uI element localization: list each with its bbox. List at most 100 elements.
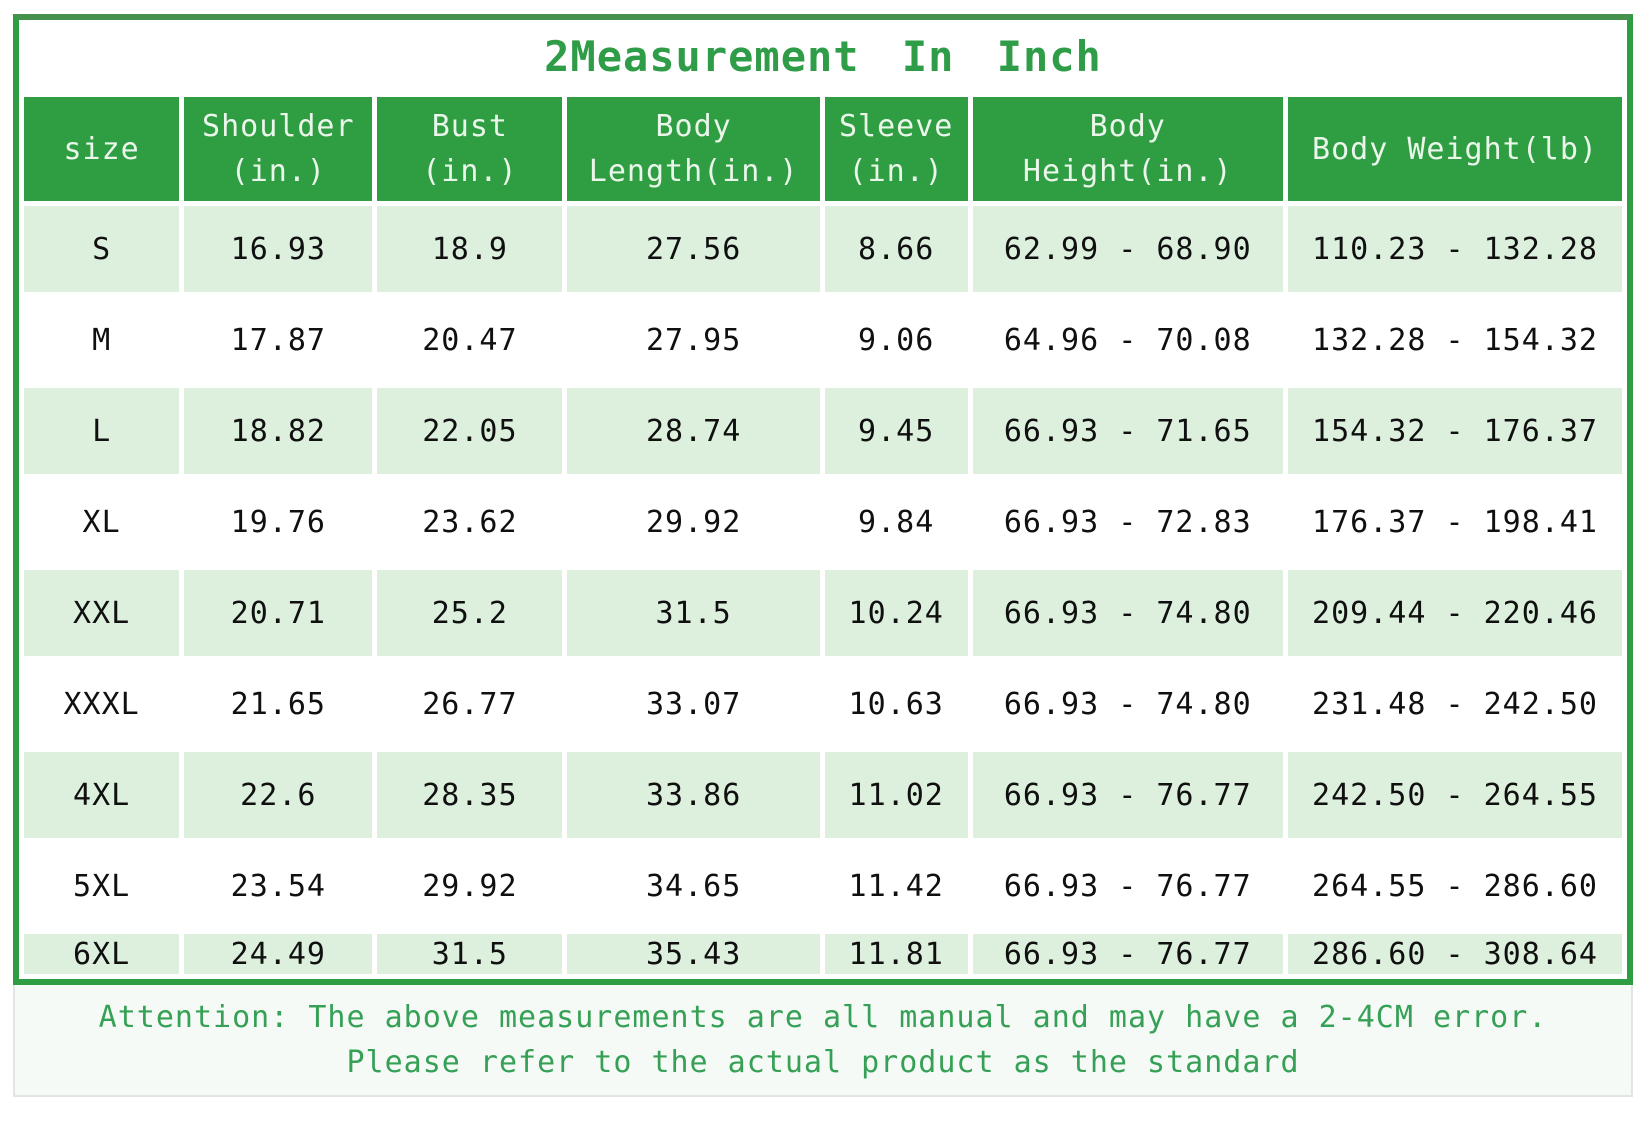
value-cell: 66.93 - 76.77: [972, 752, 1283, 838]
column-header-line: (in.): [422, 154, 518, 189]
size-cell: 4XL: [24, 752, 180, 838]
attention-line-1: Attention: The above measurements are al…: [98, 1000, 1548, 1035]
value-cell: 110.23 - 132.28: [1287, 206, 1622, 292]
value-cell: 20.71: [184, 570, 373, 656]
value-cell: 34.65: [567, 843, 820, 929]
column-header-line: Body: [655, 109, 732, 144]
value-cell: 26.77: [377, 661, 563, 747]
size-cell: XXXL: [24, 661, 180, 747]
value-cell: 23.62: [377, 479, 563, 565]
value-cell: 9.84: [824, 479, 968, 565]
value-cell: 66.93 - 76.77: [972, 934, 1283, 974]
table-row-XL: XL 19.76 23.62 29.92 9.84 66.93 - 72.83 176.37…: [24, 479, 1622, 565]
value-cell: 20.47: [377, 297, 563, 383]
value-cell: 25.2: [377, 570, 563, 656]
value-cell: 31.5: [377, 934, 563, 974]
value-cell: 66.93 - 71.65: [972, 388, 1283, 474]
header-row: size Shoulder (in.) Bust (in.) Body Length(in.…: [24, 97, 1622, 201]
value-cell: 264.55 - 286.60: [1287, 843, 1622, 929]
attention-note: Attention: The above measurements are al…: [13, 985, 1633, 1097]
column-header-line: Shoulder: [202, 109, 355, 144]
value-cell: 29.92: [567, 479, 820, 565]
value-cell: 27.95: [567, 297, 820, 383]
value-cell: 27.56: [567, 206, 820, 292]
title-band: 2Measurement In Inch: [19, 20, 1627, 92]
value-cell: 209.44 - 220.46: [1287, 570, 1622, 656]
value-cell: 66.93 - 76.77: [972, 843, 1283, 929]
column-header-sleeve: Sleeve (in.): [824, 97, 968, 201]
value-cell: 66.93 - 74.80: [972, 661, 1283, 747]
value-cell: 24.49: [184, 934, 373, 974]
value-cell: 8.66: [824, 206, 968, 292]
value-cell: 66.93 - 74.80: [972, 570, 1283, 656]
value-cell: 64.96 - 70.08: [972, 297, 1283, 383]
value-cell: 33.86: [567, 752, 820, 838]
column-header-line: size: [63, 131, 140, 167]
value-cell: 10.24: [824, 570, 968, 656]
value-cell: 17.87: [184, 297, 373, 383]
value-cell: 62.99 - 68.90: [972, 206, 1283, 292]
column-header-line: Body Weight(lb): [1312, 131, 1598, 167]
value-cell: 19.76: [184, 479, 373, 565]
table-row-5XL: 5XL 23.54 29.92 34.65 11.42 66.93 - 76.77 264.…: [24, 843, 1622, 929]
value-cell: 16.93: [184, 206, 373, 292]
column-header-line: Height(in.): [1022, 154, 1233, 189]
column-header-line: Bust: [431, 109, 508, 144]
column-header-line: (in.): [230, 154, 326, 189]
value-cell: 66.93 - 72.83: [972, 479, 1283, 565]
size-cell: XL: [24, 479, 180, 565]
table-row-6XL: 6XL 24.49 31.5 35.43 11.81 66.93 - 76.77 286.6…: [24, 934, 1622, 974]
column-header-line: (in.): [848, 154, 944, 189]
size-chart-frame: 2Measurement In Inch size Shoulder (in.) Bu…: [13, 14, 1633, 985]
size-table: size Shoulder (in.) Bust (in.) Body Length(in.…: [19, 92, 1627, 979]
column-header-shoulder: Shoulder (in.): [184, 97, 373, 201]
value-cell: 9.06: [824, 297, 968, 383]
value-cell: 176.37 - 198.41: [1287, 479, 1622, 565]
value-cell: 35.43: [567, 934, 820, 974]
value-cell: 18.82: [184, 388, 373, 474]
value-cell: 132.28 - 154.32: [1287, 297, 1622, 383]
value-cell: 242.50 - 264.55: [1287, 752, 1622, 838]
column-header-body-weight: Body Weight(lb): [1287, 97, 1622, 201]
value-cell: 33.07: [567, 661, 820, 747]
table-row-L: L 18.82 22.05 28.74 9.45 66.93 - 71.65 154.32 …: [24, 388, 1622, 474]
value-cell: 11.02: [824, 752, 968, 838]
size-cell: 6XL: [24, 934, 180, 974]
value-cell: 11.42: [824, 843, 968, 929]
value-cell: 18.9: [377, 206, 563, 292]
value-cell: 11.81: [824, 934, 968, 974]
value-cell: 29.92: [377, 843, 563, 929]
table-row-XXL: XXL 20.71 25.2 31.5 10.24 66.93 - 74.80 209.44…: [24, 570, 1622, 656]
value-cell: 21.65: [184, 661, 373, 747]
value-cell: 9.45: [824, 388, 968, 474]
table-row-XXXL: XXXL 21.65 26.77 33.07 10.63 66.93 - 74.80 231…: [24, 661, 1622, 747]
value-cell: 231.48 - 242.50: [1287, 661, 1622, 747]
attention-line-2: Please refer to the actual product as th…: [346, 1045, 1300, 1080]
table-row-M: M 17.87 20.47 27.95 9.06 64.96 - 70.08 132.28 …: [24, 297, 1622, 383]
value-cell: 22.05: [377, 388, 563, 474]
size-cell: 5XL: [24, 843, 180, 929]
column-header-line: Length(in.): [588, 154, 799, 189]
column-header-body-height: Body Height(in.): [972, 97, 1283, 201]
value-cell: 23.54: [184, 843, 373, 929]
value-cell: 31.5: [567, 570, 820, 656]
value-cell: 286.60 - 308.64: [1287, 934, 1622, 974]
table-row-4XL: 4XL 22.6 28.35 33.86 11.02 66.93 - 76.77 242.5…: [24, 752, 1622, 838]
size-cell: XXL: [24, 570, 180, 656]
table-row-S: S 16.93 18.9 27.56 8.66 62.99 - 68.90 110.23 -…: [24, 206, 1622, 292]
size-cell: L: [24, 388, 180, 474]
column-header-body-length: Body Length(in.): [567, 97, 820, 201]
column-header-bust: Bust (in.): [377, 97, 563, 201]
column-header-line: Sleeve: [838, 109, 954, 144]
column-header-line: Body: [1089, 109, 1166, 144]
value-cell: 10.63: [824, 661, 968, 747]
value-cell: 22.6: [184, 752, 373, 838]
chart-title: 2Measurement In Inch: [544, 31, 1102, 81]
value-cell: 28.74: [567, 388, 820, 474]
size-cell: M: [24, 297, 180, 383]
size-cell: S: [24, 206, 180, 292]
column-header-size: size: [24, 97, 180, 201]
value-cell: 28.35: [377, 752, 563, 838]
value-cell: 154.32 - 176.37: [1287, 388, 1622, 474]
